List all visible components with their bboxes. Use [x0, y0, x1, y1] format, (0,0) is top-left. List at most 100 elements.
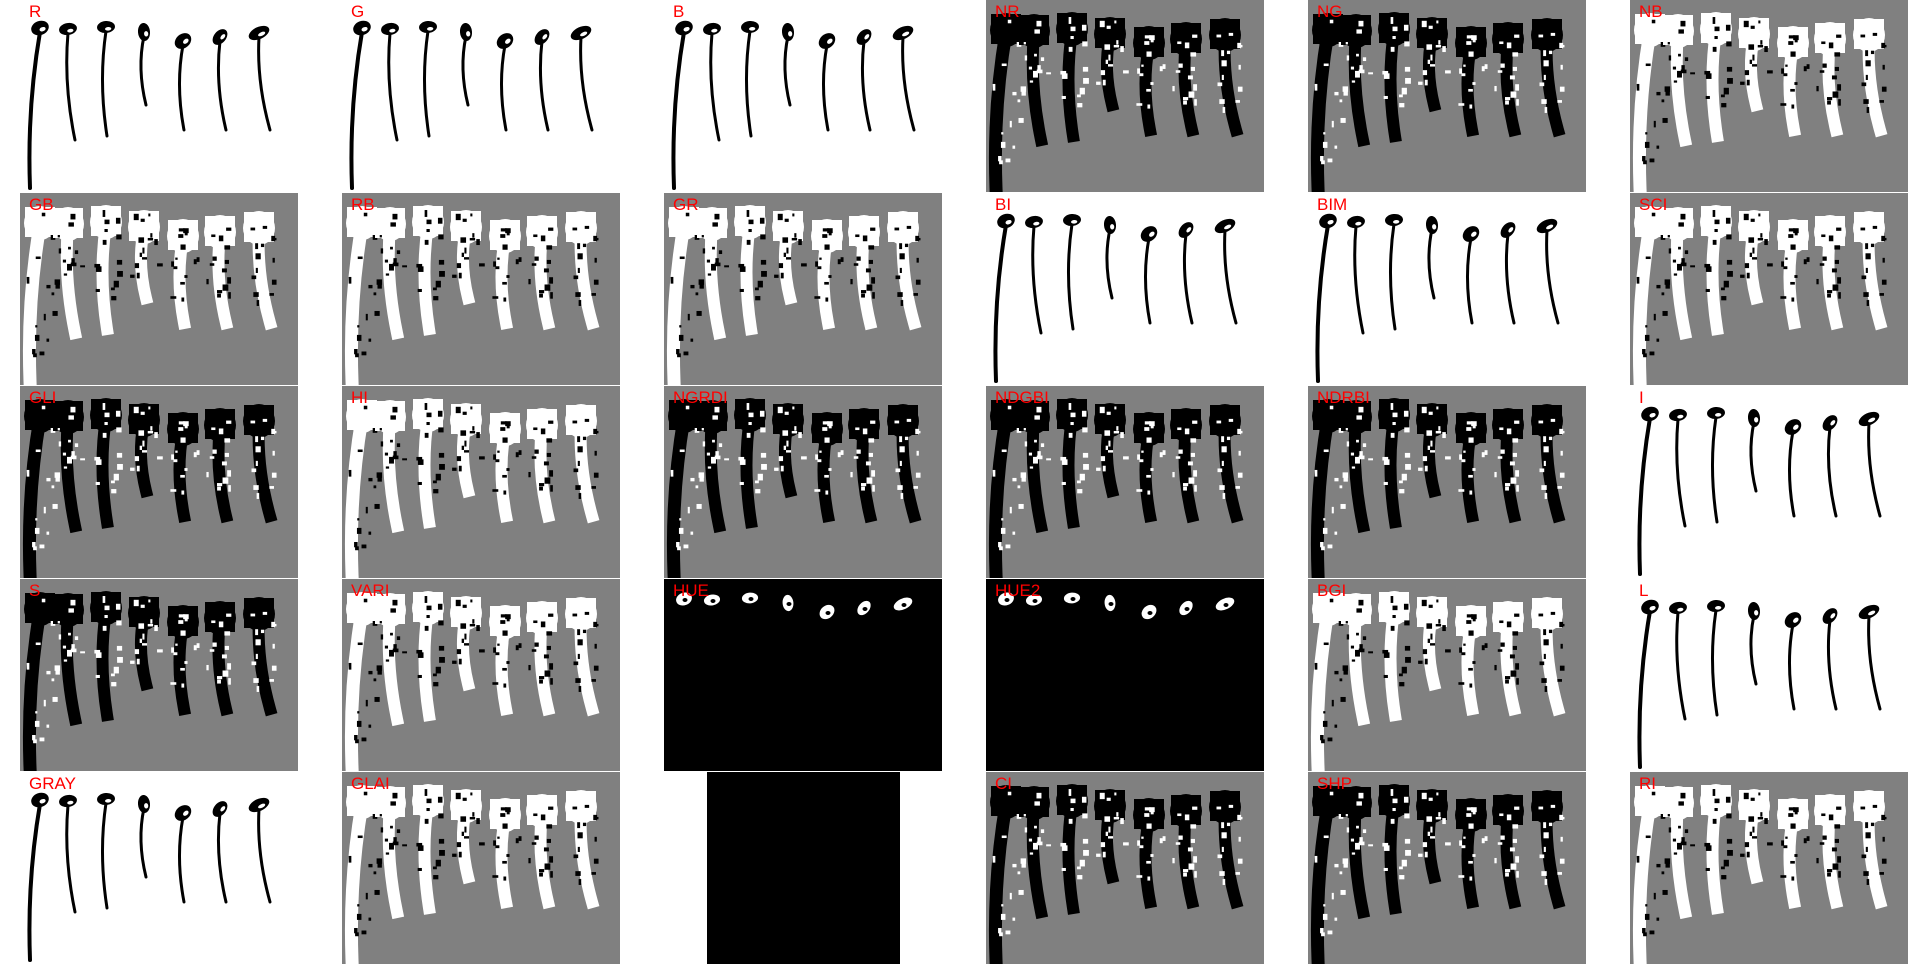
seedling — [526, 601, 558, 717]
seedling — [1209, 18, 1244, 138]
index-panel: G — [342, 0, 620, 192]
seedling-image — [1308, 579, 1586, 771]
seedling — [1094, 789, 1129, 885]
seedling — [22, 592, 58, 771]
seedling — [128, 596, 163, 692]
seedling — [1492, 22, 1524, 138]
seedling — [526, 215, 558, 331]
seedling — [892, 25, 916, 132]
seedling — [489, 798, 522, 910]
seedling — [1747, 602, 1761, 686]
seedling — [1063, 592, 1081, 604]
seedling — [1018, 786, 1052, 920]
seedling — [204, 215, 236, 331]
index-panel: L — [1630, 579, 1908, 771]
seedling — [1531, 597, 1566, 717]
panel-label: R — [29, 2, 42, 21]
seedling-image — [342, 193, 620, 385]
seedling — [1814, 22, 1846, 138]
panel-label: NR — [995, 2, 1020, 21]
seedling — [344, 206, 380, 385]
seedling — [1378, 12, 1411, 143]
index-panel: B — [664, 0, 942, 192]
seedling — [374, 786, 408, 920]
index-panel: RI — [1630, 772, 1908, 964]
seedling-image — [1630, 193, 1908, 385]
index-panel: I — [1630, 386, 1908, 578]
seedling — [128, 403, 163, 499]
seedling — [1056, 784, 1089, 915]
seedling — [27, 20, 49, 190]
seedling — [1133, 26, 1166, 138]
seedling — [1637, 406, 1659, 576]
seedling — [703, 22, 721, 142]
seedling — [174, 805, 192, 904]
index-panel: CI — [986, 772, 1264, 964]
panel-label: HUE — [673, 581, 709, 600]
seedling — [1738, 210, 1773, 306]
seedling — [1340, 14, 1374, 148]
seedling — [772, 210, 807, 306]
panel-label: G — [351, 2, 365, 21]
seedling — [90, 591, 123, 722]
seedling — [1707, 599, 1725, 717]
index-panel: NB — [1630, 0, 1908, 192]
seedling — [741, 592, 759, 604]
seedling — [412, 784, 445, 915]
seedling-image — [1308, 193, 1586, 385]
seedling — [59, 794, 77, 914]
index-panel: GRAY — [20, 772, 298, 964]
seedling — [1455, 798, 1488, 910]
seedling — [1094, 17, 1129, 113]
seedling — [90, 205, 123, 336]
seedling — [857, 600, 871, 616]
seedling-image — [1630, 579, 1908, 771]
seedling — [1700, 784, 1733, 915]
index-panel: SCI — [1630, 193, 1908, 385]
panel-label: CI — [995, 774, 1012, 793]
seedling-image — [1630, 386, 1908, 578]
panel-label: NB — [1639, 2, 1663, 21]
seedling — [998, 592, 1014, 606]
seedling — [1141, 604, 1157, 620]
seedling — [1536, 218, 1560, 325]
seedling — [248, 797, 272, 904]
seedling — [993, 213, 1015, 383]
seedling-image — [664, 0, 942, 192]
seedling — [52, 400, 86, 534]
seedling — [1858, 604, 1882, 711]
seedling-image — [20, 772, 298, 964]
seedling — [1056, 12, 1089, 143]
seedling — [204, 408, 236, 524]
seedling — [1531, 404, 1566, 524]
seedling — [167, 605, 200, 717]
index-panel: HUE2 — [986, 579, 1264, 771]
index-panel: HUE — [664, 579, 942, 771]
seedling-image — [20, 193, 298, 385]
seedling — [59, 22, 77, 142]
seedling — [1170, 794, 1202, 910]
seedling — [893, 597, 913, 611]
seedling — [1340, 593, 1374, 727]
panel-label: NDRBI — [1317, 388, 1370, 407]
seedling — [489, 412, 522, 524]
seedling — [1814, 794, 1846, 910]
panel-label: SHP — [1317, 774, 1352, 793]
seedling — [1179, 600, 1193, 616]
seedling-image — [986, 579, 1264, 771]
seedling — [887, 404, 922, 524]
seedling — [1822, 608, 1838, 711]
seedling-image — [1630, 772, 1908, 964]
seedling — [1133, 412, 1166, 524]
seedling — [1214, 218, 1238, 325]
seedling — [1814, 215, 1846, 331]
index-panel: BIM — [1308, 193, 1586, 385]
seedling — [734, 398, 767, 529]
seedling — [988, 399, 1024, 578]
seedling — [1700, 205, 1733, 336]
seedling-image — [664, 579, 942, 771]
seedling — [1347, 215, 1365, 335]
panel-label: S — [29, 581, 41, 600]
index-panel: GB — [20, 193, 298, 385]
panel-label: VARI — [351, 581, 390, 600]
